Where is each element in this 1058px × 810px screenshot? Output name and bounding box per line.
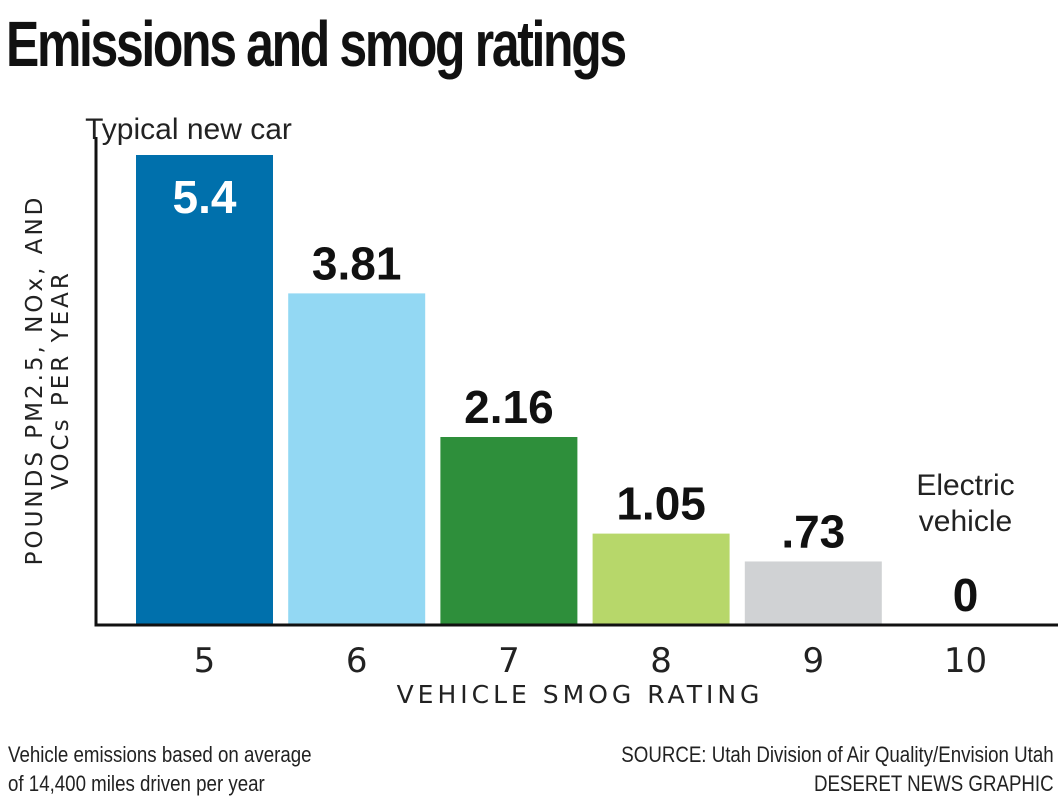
annotation-5-line-1: Typical new car (85, 113, 292, 146)
bar-9 (744, 561, 882, 625)
chart-title: Emissions and smog ratings (6, 8, 627, 80)
source-line: SOURCE: Utah Division of Air Quality/Env… (621, 742, 1054, 767)
footnote-line-2: of 14,400 miles driven per year (8, 771, 265, 796)
bar-chart: 5.4 5 3.81 6 2.16 7 1.05 8 .73 9 0 10 Typical new ca… (85, 113, 1058, 681)
annotation-10-line-2: vehicle (919, 505, 1012, 538)
data-label-9: .73 (781, 505, 845, 557)
x-tick-label-6: 6 (346, 641, 368, 681)
data-label-7: 2.16 (464, 381, 554, 433)
footnote: Vehicle emissions based on average of 14… (8, 740, 312, 798)
x-tick-label-9: 9 (802, 641, 824, 681)
bar-7 (440, 437, 578, 625)
source-credit: SOURCE: Utah Division of Air Quality/Env… (622, 740, 1054, 798)
data-label-10: 0 (953, 569, 979, 621)
bar-6 (288, 293, 426, 625)
x-tick-label-8: 8 (650, 641, 672, 681)
bar-5 (136, 155, 273, 625)
data-label-5: 5.4 (173, 171, 237, 223)
bar-8 (592, 533, 730, 625)
data-label-8: 1.05 (616, 478, 706, 530)
data-label-6: 3.81 (312, 237, 402, 289)
x-tick-label-5: 5 (194, 641, 216, 681)
credit-line: DESERET NEWS GRAPHIC (814, 771, 1054, 796)
x-axis-label: VEHICLE SMOG RATING (396, 680, 764, 709)
x-tick-label-10: 10 (944, 641, 987, 681)
annotation-10-line-1: Electric (916, 469, 1014, 502)
footnote-line-1: Vehicle emissions based on average (8, 742, 312, 767)
x-tick-label-7: 7 (498, 641, 520, 681)
